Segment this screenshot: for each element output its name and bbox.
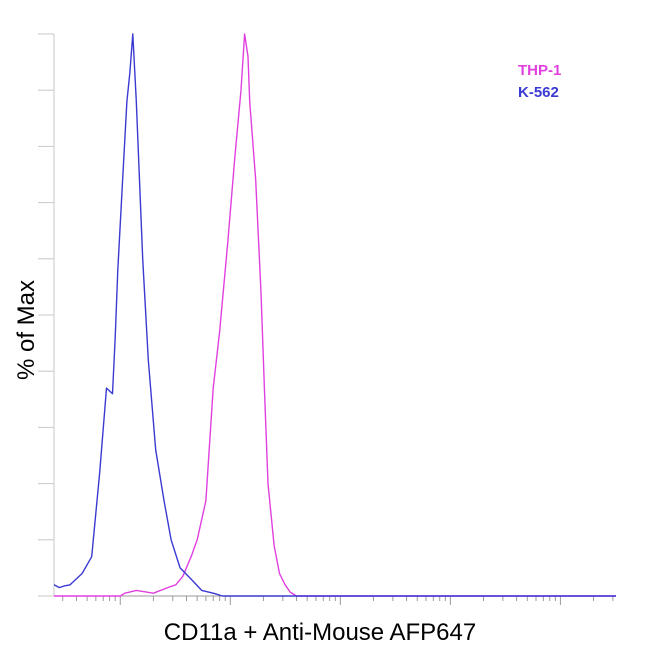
legend: THP-1 K-562 [518, 62, 561, 101]
legend-entry-thp-1: THP-1 [518, 62, 561, 79]
series-line-k-562 [53, 33, 616, 597]
x-axis-ticks [62, 596, 614, 605]
series-line-thp-1 [54, 33, 616, 597]
y-axis-ticks [38, 33, 54, 597]
x-axis-label: CD11a + Anti-Mouse AFP647 [164, 619, 476, 646]
series-lines [53, 33, 616, 597]
legend-entry-k-562: K-562 [518, 84, 559, 101]
plot-frame [53, 34, 616, 597]
y-axis-label: % of Max [13, 280, 40, 380]
